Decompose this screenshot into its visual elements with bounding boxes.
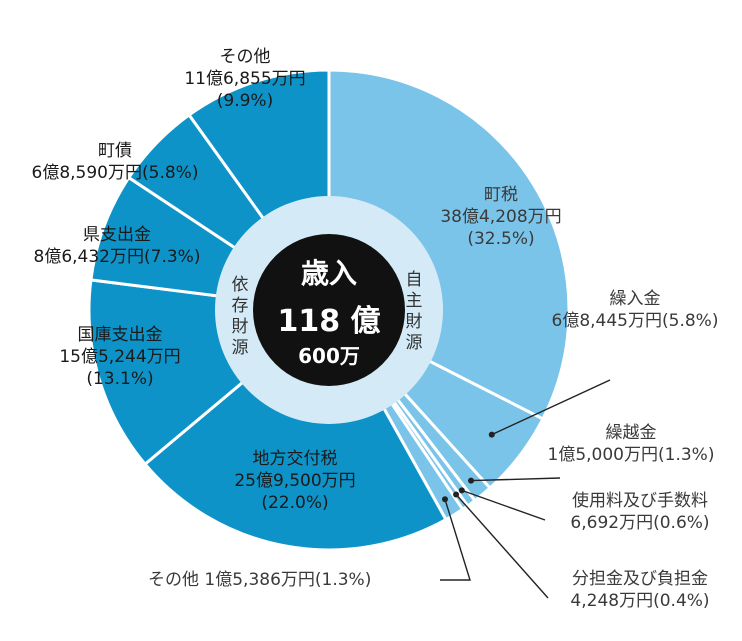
label-choze-amount: 38億4,208万円 <box>440 207 562 227</box>
label-choze-pct: (32.5%) <box>467 229 535 249</box>
label-sonota-own-name: その他 <box>148 570 199 590</box>
ring-label-dependent: 依存財源 <box>231 275 249 358</box>
label-kurikoshi-name: 繰越金 <box>605 423 657 443</box>
leader-buntan <box>455 494 549 599</box>
label-chosai-name: 町債 <box>98 141 132 161</box>
leader-sonota-own-dot <box>441 496 448 503</box>
leader-kurikoshi <box>471 477 561 482</box>
label-kokko-amount: 15億5,244万円 <box>59 347 181 367</box>
label-kuriire-value: 6億8,445万円(5.8%) <box>551 311 719 331</box>
label-kokko-pct: (13.1%) <box>86 369 154 389</box>
center-title: 歳入 <box>300 257 357 290</box>
label-kurikoshi-value: 1億5,000万円(1.3%) <box>547 445 715 465</box>
label-ken-name: 県支出金 <box>83 225 151 245</box>
leader-shiyoryo <box>461 489 546 521</box>
label-chiho: 地方交付税 25億9,500万円 (22.0%) <box>215 448 375 514</box>
leader-kurikoshi-dot <box>468 477 475 484</box>
label-chiho-name: 地方交付税 <box>252 449 338 469</box>
label-buntan-name: 分担金及び負担金 <box>572 569 708 589</box>
label-ken-value: 8億6,432万円(7.3%) <box>33 247 201 267</box>
label-chosai-value: 6億8,590万円(5.8%) <box>31 163 199 183</box>
leader-buntan-dot <box>453 491 460 498</box>
label-chosai: 町債 6億8,590万円(5.8%) <box>10 140 220 184</box>
label-sonota-dep-pct: (9.9%) <box>216 91 274 111</box>
leader-kuriire <box>491 379 611 436</box>
label-ken: 県支出金 8億6,432万円(7.3%) <box>12 224 222 268</box>
label-shiyoryo-value: 6,692万円(0.6%) <box>570 513 710 533</box>
label-chiho-amount: 25億9,500万円 <box>234 471 356 491</box>
label-choze: 町税 38億4,208万円 (32.5%) <box>416 184 586 250</box>
label-buntan: 分担金及び負担金 4,248万円(0.4%) <box>540 568 740 612</box>
leader-kuriire-dot <box>488 431 495 438</box>
label-kokko-name: 国庫支出金 <box>77 325 163 345</box>
label-kuriire: 繰入金 6億8,445万円(5.8%) <box>530 288 740 332</box>
label-kurikoshi: 繰越金 1億5,000万円(1.3%) <box>526 422 736 466</box>
label-chiho-pct: (22.0%) <box>261 493 329 513</box>
leader-shiyoryo-dot <box>458 487 465 494</box>
label-kuriire-name: 繰入金 <box>609 289 661 309</box>
label-shiyoryo: 使用料及び手数料 6,692万円(0.6%) <box>540 490 740 534</box>
slice-chiho <box>142 307 448 552</box>
label-kokko: 国庫支出金 15億5,244万円 (13.1%) <box>40 324 200 390</box>
label-sonota-dep-amount: 11億6,855万円 <box>184 69 306 89</box>
label-buntan-value: 4,248万円(0.4%) <box>570 591 710 611</box>
ring-label-own: 自主財源 <box>405 270 423 353</box>
label-shiyoryo-name: 使用料及び手数料 <box>572 491 708 511</box>
center-amount-sub: 600万 <box>298 344 360 368</box>
center-amount: 118 億 <box>277 304 381 339</box>
label-sonota-own: その他 1億5,386万円(1.3%) <box>148 569 371 591</box>
leader-sonota-own <box>440 499 471 581</box>
label-sonota-dep-name: その他 <box>219 47 271 67</box>
label-sonota-own-value: 1億5,386万円(1.3%) <box>204 570 372 590</box>
label-sonota-dep: その他 11億6,855万円 (9.9%) <box>170 46 320 112</box>
label-choze-name: 町税 <box>484 185 518 205</box>
center-disc <box>253 234 405 386</box>
